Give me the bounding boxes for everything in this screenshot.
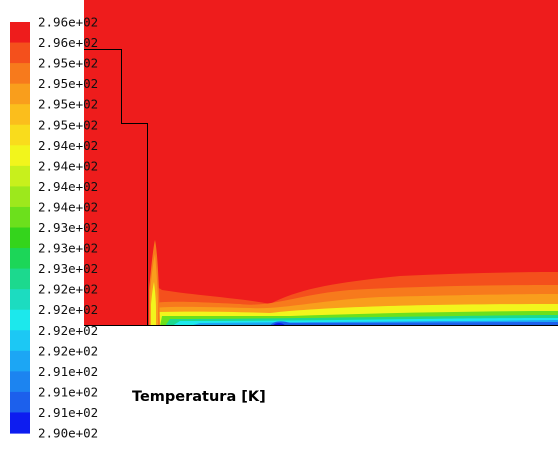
colorbar-swatch	[10, 186, 30, 208]
colorbar-tick-label: 2.90e+02	[38, 426, 98, 441]
colorbar-tick-label: 2.94e+02	[38, 179, 98, 194]
colorbar-tick-label: 2.96e+02	[38, 15, 98, 30]
colorbar-tick-label: 2.92e+02	[38, 323, 98, 338]
colorbar-swatch	[10, 227, 30, 249]
colorbar-tick-label: 2.93e+02	[38, 261, 98, 276]
contour-field-background	[84, 0, 558, 326]
colorbar-tick-label: 2.92e+02	[38, 302, 98, 317]
colorbar-tick-label: 2.95e+02	[38, 76, 98, 91]
domain-boundary	[84, 49, 148, 326]
colorbar-swatch	[10, 22, 30, 44]
colorbar-swatch	[10, 289, 30, 311]
colorbar-tick-label: 2.94e+02	[38, 158, 98, 173]
colorbar-swatch	[10, 391, 30, 414]
temperature-contour-plot	[84, 0, 558, 326]
colorbar-tick-label: 2.94e+02	[38, 138, 98, 153]
colorbar-swatch	[10, 268, 30, 290]
colorbar-swatch	[10, 206, 30, 229]
colorbar	[10, 22, 30, 434]
colorbar-tick-label: 2.91e+02	[38, 405, 98, 420]
colorbar-tick-label: 2.95e+02	[38, 97, 98, 112]
colorbar-tick-label: 2.92e+02	[38, 282, 98, 297]
colorbar-tick-label: 2.92e+02	[38, 343, 98, 358]
colorbar-tick-label: 2.95e+02	[38, 117, 98, 132]
colorbar-swatch	[10, 412, 30, 434]
colorbar-swatch	[10, 350, 30, 372]
colorbar-tick-label: 2.94e+02	[38, 199, 98, 214]
quantity-label: Temperatura [K]	[132, 389, 266, 405]
colorbar-tick-label: 2.91e+02	[38, 364, 98, 379]
colorbar-swatch	[10, 371, 30, 393]
colorbar-tick-label: 2.93e+02	[38, 241, 98, 256]
colorbar-tick-label: 2.96e+02	[38, 35, 98, 50]
colorbar-swatch	[10, 248, 30, 270]
colorbar-ticks: 2.96e+02 2.96e+02 2.95e+02 2.95e+02 2.95e+02…	[38, 15, 98, 441]
colorbar-tick-label: 2.91e+02	[38, 384, 98, 399]
colorbar-swatch	[10, 145, 30, 167]
colorbar-swatch	[10, 63, 30, 85]
colorbar-swatch	[10, 330, 30, 352]
corner-plume-core	[151, 282, 156, 326]
colorbar-tick-label: 2.93e+02	[38, 220, 98, 235]
colorbar-swatch	[10, 309, 30, 331]
contour-band-blue	[270, 321, 558, 326]
colorbar-swatch	[10, 83, 30, 105]
colorbar-swatch	[10, 42, 30, 64]
colorbar-swatch	[10, 124, 30, 146]
colorbar-swatch	[10, 104, 30, 126]
colorbar-swatch	[10, 165, 30, 187]
colorbar-tick-label: 2.95e+02	[38, 56, 98, 71]
